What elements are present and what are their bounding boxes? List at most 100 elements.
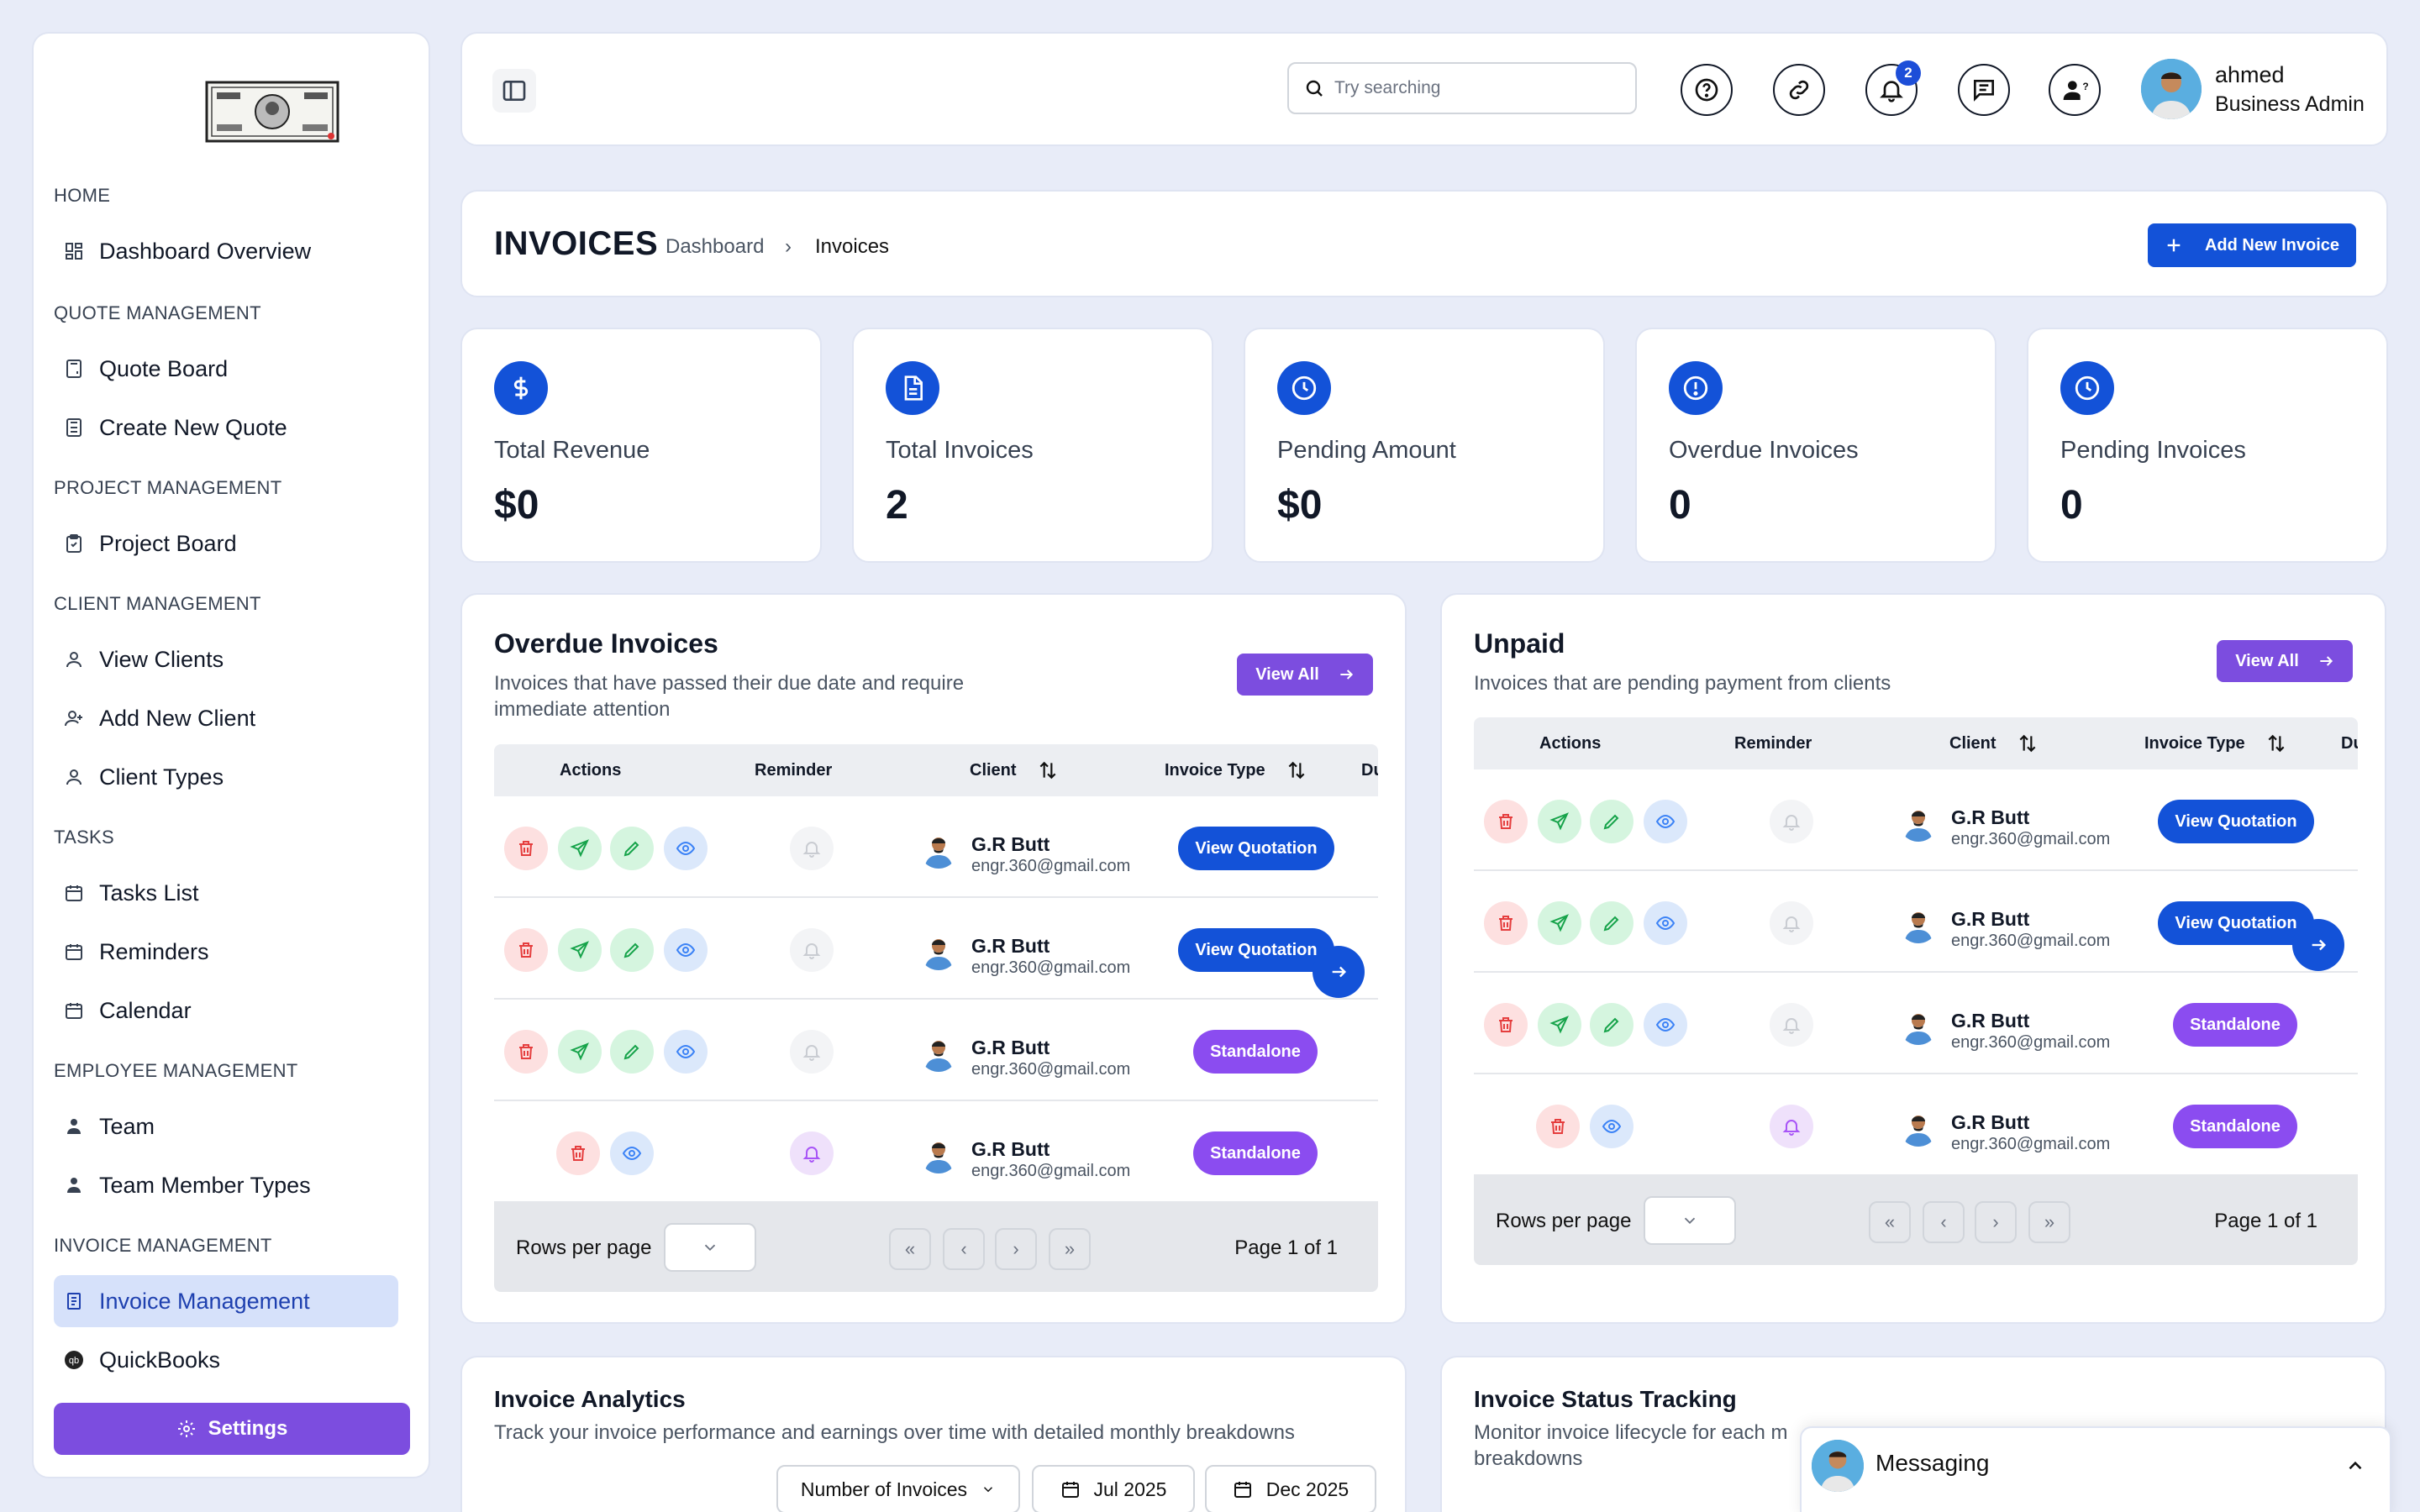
help-button[interactable] bbox=[1681, 64, 1733, 116]
col-invoice-type[interactable]: Invoice Type bbox=[2144, 734, 2245, 753]
client-email: engr.360@gmail.com bbox=[971, 1162, 1131, 1180]
delete-button[interactable] bbox=[556, 1131, 600, 1175]
sidebar-item-invoice-management[interactable]: Invoice Management bbox=[54, 1275, 398, 1327]
reminder-button[interactable] bbox=[790, 1131, 834, 1175]
view-button[interactable] bbox=[1590, 1105, 1634, 1148]
prev-page-button[interactable]: ‹ bbox=[1923, 1201, 1965, 1243]
reminder-button[interactable] bbox=[790, 1030, 834, 1074]
prev-page-button[interactable]: ‹ bbox=[943, 1228, 985, 1270]
sidebar-item-tasks-list[interactable]: Tasks List bbox=[54, 867, 398, 919]
breadcrumb-dashboard[interactable]: Dashboard bbox=[666, 235, 765, 258]
sidebar-item-project-board[interactable]: Project Board bbox=[54, 517, 398, 570]
delete-button[interactable] bbox=[504, 827, 548, 870]
settings-button[interactable]: Settings bbox=[54, 1403, 410, 1455]
from-date-picker[interactable]: Jul 2025 bbox=[1032, 1465, 1195, 1512]
notifications-button[interactable]: 2 bbox=[1865, 60, 1921, 116]
reminder-button[interactable] bbox=[790, 827, 834, 870]
metric-select[interactable]: Number of Invoices bbox=[776, 1465, 1020, 1512]
delete-button[interactable] bbox=[1536, 1105, 1580, 1148]
delete-button[interactable] bbox=[504, 928, 548, 972]
first-page-button[interactable]: « bbox=[1869, 1201, 1911, 1243]
calendar-icon bbox=[66, 944, 82, 960]
view-button[interactable] bbox=[1644, 901, 1687, 945]
last-page-button[interactable]: » bbox=[2028, 1201, 2070, 1243]
view-button[interactable] bbox=[610, 1131, 654, 1175]
send-button[interactable] bbox=[1538, 1003, 1581, 1047]
sidebar-item-client-types[interactable]: Client Types bbox=[54, 751, 398, 803]
messaging-avatar bbox=[1812, 1440, 1864, 1492]
user-avatar[interactable] bbox=[2141, 59, 2202, 119]
search-input[interactable] bbox=[1334, 78, 1603, 98]
sidebar-item-quote-board[interactable]: Quote Board bbox=[54, 343, 398, 395]
delete-button[interactable] bbox=[1484, 901, 1528, 945]
view-button[interactable] bbox=[1644, 800, 1687, 843]
invoice-type-badge[interactable]: View Quotation bbox=[1178, 928, 1334, 972]
reminder-button[interactable] bbox=[1770, 1105, 1813, 1148]
view-button[interactable] bbox=[664, 827, 708, 870]
messaging-widget[interactable]: Messaging bbox=[1800, 1426, 2391, 1512]
sidebar-item-team[interactable]: Team bbox=[54, 1100, 398, 1152]
delete-button[interactable] bbox=[504, 1030, 548, 1074]
col-client[interactable]: Client bbox=[1949, 734, 1996, 753]
sort-icon[interactable] bbox=[1037, 759, 1059, 781]
section-tasks: TASKS bbox=[54, 827, 115, 848]
next-page-button[interactable]: › bbox=[995, 1228, 1037, 1270]
stat-pending-amount: Pending Amount $0 bbox=[1244, 328, 1605, 563]
delete-button[interactable] bbox=[1484, 800, 1528, 843]
messages-button[interactable] bbox=[1958, 64, 2010, 116]
sidebar-item-calendar[interactable]: Calendar bbox=[54, 984, 398, 1037]
edit-button[interactable] bbox=[610, 827, 654, 870]
reminder-button[interactable] bbox=[1770, 800, 1813, 843]
sidebar-item-create-new-quote[interactable]: Create New Quote bbox=[54, 402, 398, 454]
next-page-button[interactable]: › bbox=[1975, 1201, 2017, 1243]
sort-icon[interactable] bbox=[2265, 732, 2287, 754]
send-button[interactable] bbox=[558, 1030, 602, 1074]
user-help-button[interactable]: ? bbox=[2049, 64, 2101, 116]
banknote-logo[interactable] bbox=[188, 71, 356, 163]
col-client[interactable]: Client bbox=[970, 761, 1017, 780]
sidebar-item-view-clients[interactable]: View Clients bbox=[54, 633, 398, 685]
send-button[interactable] bbox=[1538, 901, 1581, 945]
sort-icon[interactable] bbox=[1286, 759, 1307, 781]
send-button[interactable] bbox=[558, 928, 602, 972]
edit-button[interactable] bbox=[1590, 800, 1634, 843]
rows-per-page-select[interactable] bbox=[1644, 1196, 1736, 1245]
sidebar-item-team-member-types[interactable]: Team Member Types bbox=[54, 1159, 398, 1211]
edit-button[interactable] bbox=[1590, 1003, 1634, 1047]
client-email: engr.360@gmail.com bbox=[1951, 1033, 2111, 1052]
send-button[interactable] bbox=[558, 827, 602, 870]
edit-button[interactable] bbox=[1590, 901, 1634, 945]
sidebar-item-add-new-client[interactable]: Add New Client bbox=[54, 692, 398, 744]
scroll-right-button[interactable] bbox=[2292, 919, 2344, 971]
sort-icon[interactable] bbox=[2017, 732, 2039, 754]
to-date-picker[interactable]: Dec 2025 bbox=[1205, 1465, 1376, 1512]
edit-button[interactable] bbox=[610, 928, 654, 972]
sidebar-toggle-button[interactable] bbox=[492, 69, 536, 113]
rows-per-page-select[interactable] bbox=[664, 1223, 756, 1272]
edit-button[interactable] bbox=[610, 1030, 654, 1074]
view-button[interactable] bbox=[664, 1030, 708, 1074]
sidebar-item-quickbooks[interactable]: qb QuickBooks bbox=[54, 1334, 398, 1386]
view-all-button[interactable]: View All bbox=[1237, 654, 1373, 696]
send-button[interactable] bbox=[1538, 800, 1581, 843]
reminder-button[interactable] bbox=[790, 928, 834, 972]
sidebar-item-reminders[interactable]: Reminders bbox=[54, 926, 398, 978]
sidebar-item-dashboard-overview[interactable]: Dashboard Overview bbox=[54, 225, 398, 277]
link-button[interactable] bbox=[1773, 64, 1825, 116]
last-page-button[interactable]: » bbox=[1049, 1228, 1091, 1270]
scroll-right-button[interactable] bbox=[1313, 946, 1365, 998]
invoice-type-badge[interactable]: View Quotation bbox=[2158, 800, 2314, 843]
view-button[interactable] bbox=[1644, 1003, 1687, 1047]
invoice-type-badge[interactable]: View Quotation bbox=[2158, 901, 2314, 945]
invoice-type-badge[interactable]: View Quotation bbox=[1178, 827, 1334, 870]
delete-button[interactable] bbox=[1484, 1003, 1528, 1047]
first-page-button[interactable]: « bbox=[889, 1228, 931, 1270]
reminder-button[interactable] bbox=[1770, 901, 1813, 945]
search-box[interactable] bbox=[1287, 62, 1637, 114]
view-all-button[interactable]: View All bbox=[2217, 640, 2353, 682]
view-button[interactable] bbox=[664, 928, 708, 972]
chevron-up-icon[interactable] bbox=[2344, 1455, 2366, 1477]
col-invoice-type[interactable]: Invoice Type bbox=[1165, 761, 1265, 780]
reminder-button[interactable] bbox=[1770, 1003, 1813, 1047]
add-new-invoice-button[interactable]: Add New Invoice bbox=[2148, 223, 2356, 267]
